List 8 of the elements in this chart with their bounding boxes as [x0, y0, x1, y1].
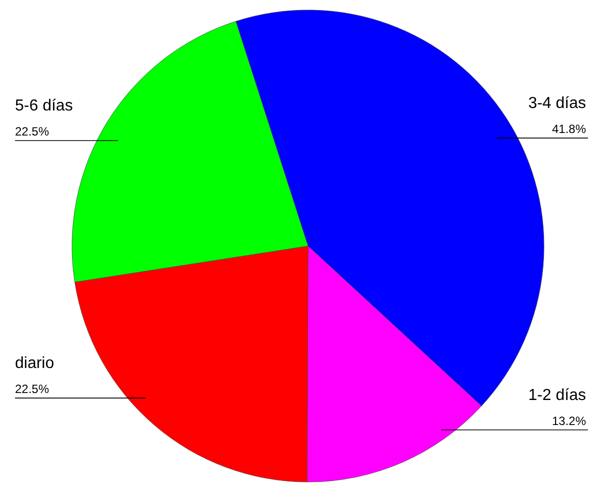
slice-label: 5-6 días — [15, 98, 73, 115]
data-label: 13.2% — [552, 414, 586, 428]
data-label: 22.5% — [15, 124, 50, 139]
slice-label: 3-4 días — [528, 95, 586, 112]
slice-label: 1-2 días — [528, 386, 586, 404]
data-label: 22.5% — [15, 382, 50, 396]
slice-label: diario — [15, 355, 54, 372]
data-label: 41.8% — [552, 122, 586, 136]
